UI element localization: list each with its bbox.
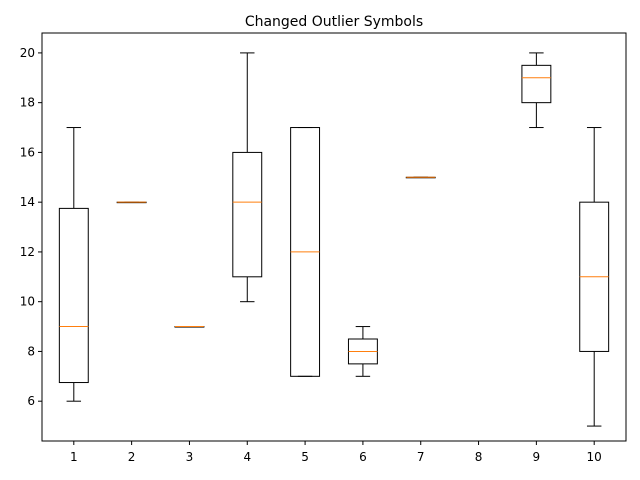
chart-title: Changed Outlier Symbols <box>245 14 423 30</box>
box-2 <box>116 201 147 204</box>
x-tick-label: 8 <box>475 450 483 464</box>
y-tick-label: 8 <box>27 344 35 358</box>
y-tick-label: 12 <box>20 245 35 259</box>
box-4 <box>232 52 263 303</box>
box-7 <box>405 176 436 179</box>
iqr-box <box>521 64 552 104</box>
box-9 <box>521 52 552 129</box>
y-tick-label: 6 <box>27 394 35 408</box>
x-tick-label: 4 <box>243 450 251 464</box>
x-tick-label: 6 <box>359 450 367 464</box>
x-tick-label: 7 <box>417 450 425 464</box>
x-tick-label: 5 <box>301 450 309 464</box>
x-tick-label: 2 <box>128 450 136 464</box>
x-tick-label: 3 <box>186 450 194 464</box>
iqr-box <box>232 151 263 278</box>
y-tick-label: 20 <box>20 46 35 60</box>
x-axis: 1 2 3 4 5 6 7 8 9 10 <box>70 441 602 464</box>
box-5 <box>290 127 321 377</box>
y-axis: 6 8 10 12 14 16 18 20 <box>20 46 42 408</box>
y-tick-label: 18 <box>20 96 35 110</box>
iqr-box <box>58 207 89 384</box>
axes-frame <box>41 32 627 442</box>
x-tick-label: 1 <box>70 450 78 464</box>
plot-area <box>58 52 610 427</box>
y-tick-label: 14 <box>20 195 35 209</box>
x-tick-label: 10 <box>587 450 602 464</box>
y-tick-label: 16 <box>20 145 35 159</box>
box-6 <box>347 326 378 377</box>
box-3 <box>174 326 205 328</box>
box-10 <box>579 127 610 427</box>
y-tick-label: 10 <box>20 295 35 309</box>
box-1 <box>58 127 89 402</box>
x-tick-label: 9 <box>533 450 541 464</box>
